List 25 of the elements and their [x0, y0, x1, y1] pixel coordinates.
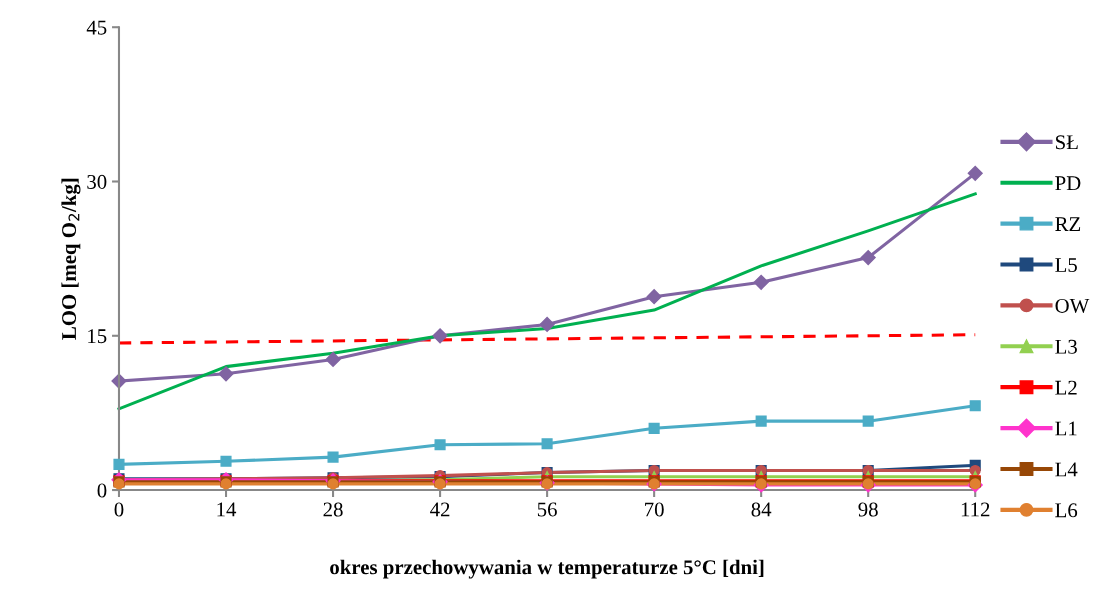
x-tick-label: 70 — [645, 502, 664, 517]
legend-label: SŁ — [1056, 135, 1078, 150]
x-tick-label: 42 — [430, 502, 450, 517]
legend-label: L2 — [1055, 380, 1077, 395]
legend-label: L6 — [1055, 503, 1078, 518]
x-tick-label: 0 — [114, 502, 124, 517]
y-axis-title: LOO [meq O$_{2}$/kg] — [61, 178, 81, 340]
x-tick-label: 28 — [323, 502, 343, 517]
x-tick-label: 112 — [961, 502, 990, 517]
y-tick-label: 30 — [87, 174, 107, 189]
y-tick-label: 45 — [86, 20, 107, 35]
x-tick-label: 84 — [751, 502, 772, 517]
x-tick-label: 14 — [217, 502, 237, 517]
legend-label: L4 — [1055, 462, 1078, 477]
x-axis-title: okres przechowywania w temperaturze 5°C [dni] — [330, 559, 764, 579]
x-tick-label: 98 — [858, 502, 878, 517]
y-tick-label: 0 — [97, 483, 107, 498]
legend-label: L3 — [1055, 339, 1077, 354]
legend-label: RZ — [1055, 217, 1081, 231]
y-tick-label: 15 — [88, 329, 107, 344]
legend-label: PD — [1055, 176, 1081, 191]
legend-label: L5 — [1055, 258, 1077, 272]
x-tick-label: 56 — [537, 502, 557, 517]
legend-label: L1 — [1055, 421, 1077, 436]
legend-label: OW — [1055, 298, 1090, 313]
